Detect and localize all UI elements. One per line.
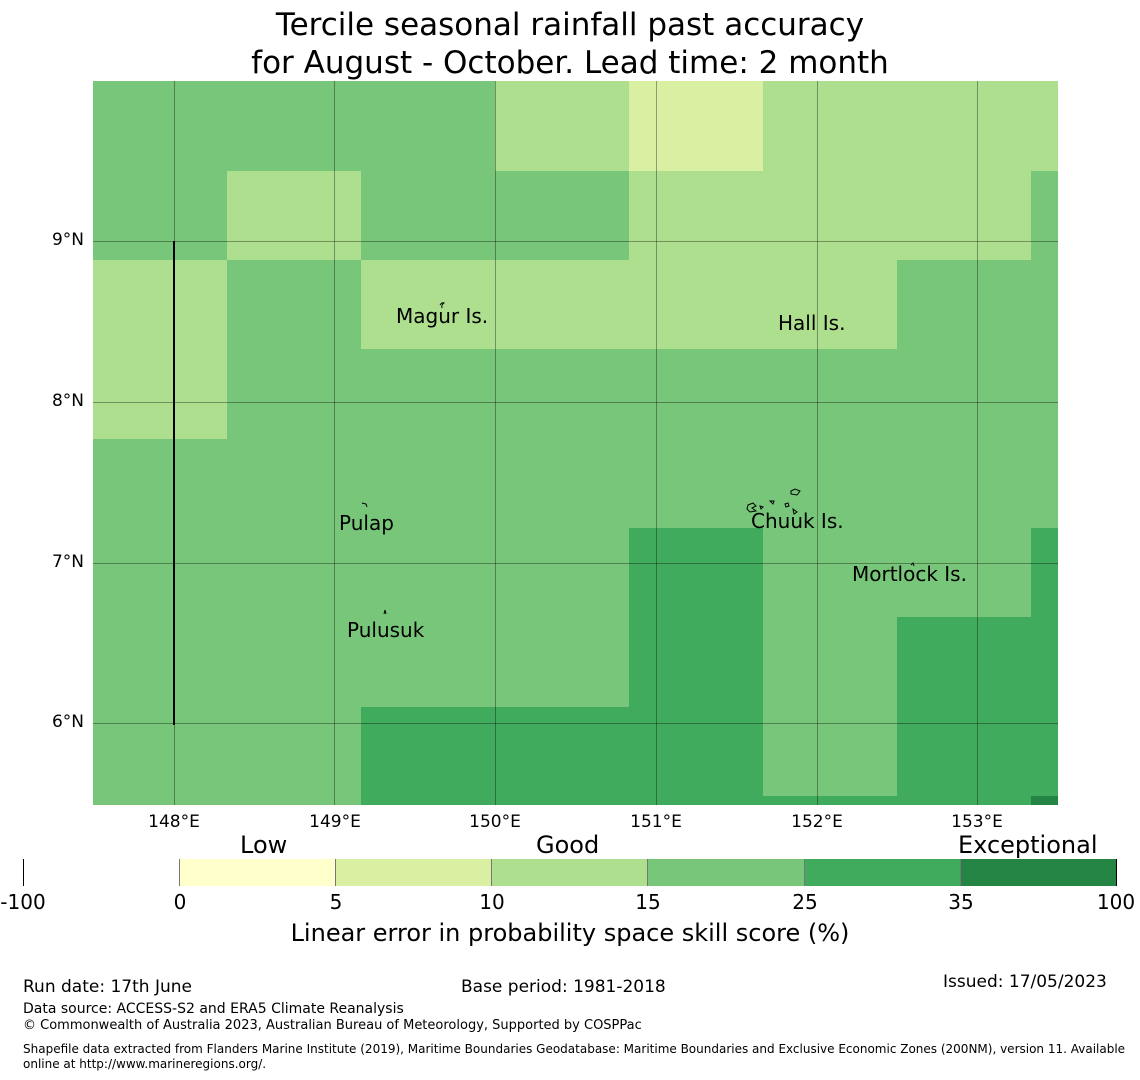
colorbar-tick: 100 bbox=[1096, 890, 1136, 914]
map-cell bbox=[227, 171, 361, 260]
lon-tick-label: 150°E bbox=[469, 812, 521, 832]
lat-tick-label: 9°N bbox=[51, 230, 84, 250]
chuuk-island-outline bbox=[746, 502, 758, 513]
gridline-lon bbox=[334, 81, 335, 805]
lat-tick-label: 6°N bbox=[51, 712, 84, 732]
place-label-mortlock: Mortlock Is. bbox=[852, 562, 967, 586]
pulap-island-outline bbox=[361, 502, 368, 508]
map-cell bbox=[495, 81, 629, 171]
map-cell bbox=[763, 796, 897, 805]
colorbar-tick: 5 bbox=[329, 890, 343, 914]
gridline-lat bbox=[93, 402, 1058, 403]
gridline-lat bbox=[93, 723, 1058, 724]
lat-tick-label: 8°N bbox=[51, 391, 84, 411]
lon-tick-label: 149°E bbox=[309, 812, 361, 832]
colorbar-segment bbox=[24, 859, 180, 886]
gridline-lat bbox=[93, 241, 1058, 242]
colorbar-segment bbox=[180, 859, 336, 886]
colorbar-segment bbox=[336, 859, 492, 886]
shapefile-credit-line2: online at http://www.marineregions.org/. bbox=[23, 1057, 267, 1071]
colorbar-tick: 0 bbox=[173, 890, 187, 914]
map-cell bbox=[629, 171, 1031, 260]
gridline-lon bbox=[817, 81, 818, 805]
chart-title-line1: Tercile seasonal rainfall past accuracy bbox=[275, 7, 865, 43]
colorbar-label: Linear error in probability space skill … bbox=[290, 919, 850, 947]
map-cell bbox=[897, 617, 1031, 805]
run-date: Run date: 17th June bbox=[23, 977, 192, 997]
base-period: Base period: 1981-2018 bbox=[461, 977, 666, 997]
map-cell bbox=[1031, 796, 1058, 805]
place-label-pulusuk: Pulusuk bbox=[347, 618, 425, 642]
skill-map: Magur Is. Hall Is. Pulap Chuuk Is. Mortl… bbox=[93, 81, 1058, 805]
data-source: Data source: ACCESS-S2 and ERA5 Climate … bbox=[23, 1001, 404, 1017]
chuuk-island-outline bbox=[759, 505, 764, 510]
lon-tick-label: 151°E bbox=[630, 812, 682, 832]
lon-tick-label: 153°E bbox=[951, 812, 1003, 832]
island-outlines bbox=[361, 302, 915, 615]
colorbar-tick: 15 bbox=[635, 890, 661, 914]
colorbar-tick: 35 bbox=[948, 890, 974, 914]
chart-title-line2: for August - October. Lead time: 2 month bbox=[251, 45, 889, 81]
colorbar-tick: 10 bbox=[479, 890, 505, 914]
map-cell bbox=[361, 707, 629, 805]
map-cell bbox=[629, 81, 763, 171]
colorbar-tick: -100 bbox=[0, 890, 46, 914]
lon-tick-label: 148°E bbox=[148, 812, 200, 832]
map-cell bbox=[763, 81, 1058, 171]
map-cell bbox=[361, 260, 897, 349]
place-label-chuuk: Chuuk Is. bbox=[751, 509, 844, 533]
gridline-lon bbox=[495, 81, 496, 805]
colorbar-category-low: Low bbox=[240, 831, 288, 859]
lat-tick-label: 7°N bbox=[51, 552, 84, 572]
shapefile-credit-line1: Shapefile data extracted from Flanders M… bbox=[23, 1042, 1126, 1056]
colorbar-segment bbox=[648, 859, 805, 886]
lon-tick-label: 152°E bbox=[791, 812, 843, 832]
place-label-magur: Magur Is. bbox=[396, 304, 489, 328]
gridline-lat bbox=[93, 563, 1058, 564]
map-cell bbox=[1031, 528, 1058, 805]
colorbar-category-exceptional: Exceptional bbox=[958, 831, 1098, 859]
place-label-pulap: Pulap bbox=[339, 511, 394, 535]
chuuk-island-outline bbox=[790, 488, 801, 496]
colorbar-segment bbox=[805, 859, 961, 886]
colorbar-category-good: Good bbox=[536, 831, 600, 859]
colorbar-segment bbox=[961, 859, 1116, 886]
place-label-hall: Hall Is. bbox=[778, 311, 846, 335]
pulusuk-island-outline bbox=[383, 609, 387, 615]
map-cell bbox=[629, 528, 763, 805]
colorbar-tick: 25 bbox=[792, 890, 818, 914]
copyright: © Commonwealth of Australia 2023, Austra… bbox=[23, 1018, 642, 1033]
gridline-lon bbox=[977, 81, 978, 805]
colorbar-segment bbox=[492, 859, 648, 886]
boundary-line bbox=[173, 241, 175, 725]
chuuk-island-outline bbox=[784, 502, 790, 508]
chuuk-island-outline bbox=[792, 507, 798, 515]
mortlock-island-outline bbox=[910, 562, 915, 567]
map-cell bbox=[93, 260, 227, 439]
gridline-lon bbox=[656, 81, 657, 805]
magur-island-outline bbox=[439, 302, 445, 309]
chuuk-island-outline bbox=[768, 500, 775, 505]
issued-date: Issued: 17/05/2023 bbox=[943, 972, 1107, 992]
